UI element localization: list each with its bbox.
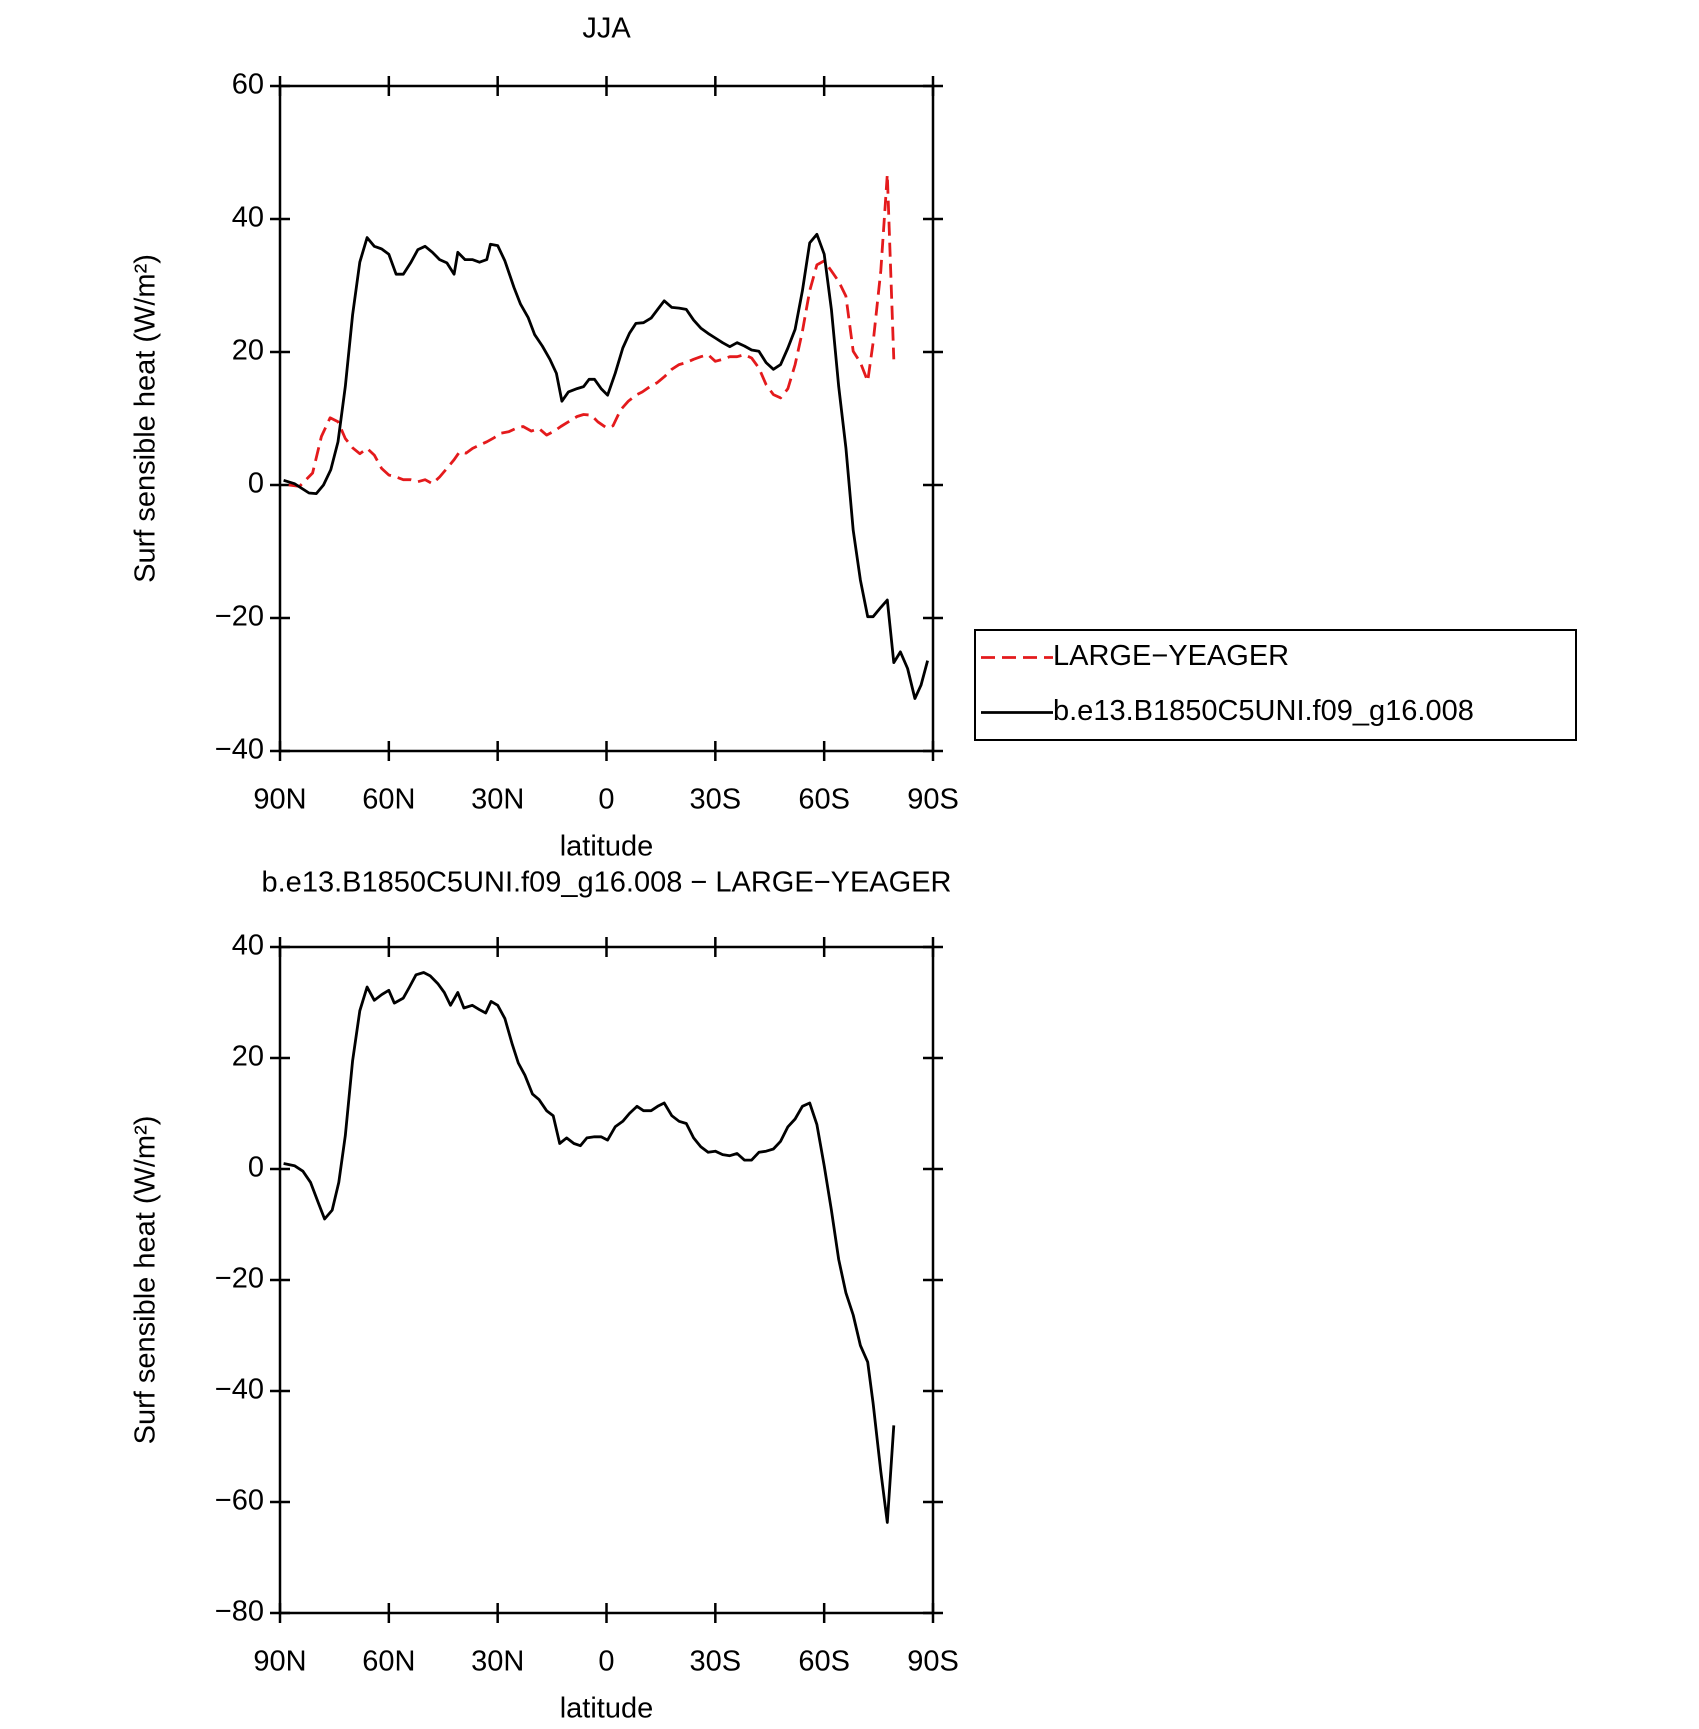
y-tick-label: 60 — [232, 69, 264, 101]
y-tick-label: 0 — [248, 468, 264, 500]
x-tick-label: 0 — [598, 1646, 614, 1678]
y-tick-label: −60 — [215, 1485, 264, 1517]
x-tick-label: 90S — [907, 1646, 959, 1678]
plot-frame — [278, 84, 935, 753]
x-tick-label: 30S — [690, 784, 742, 816]
y-tick-label: 20 — [232, 335, 264, 367]
chart-title: b.e13.B1850C5UNI.f09_g16.008 − LARGE−YEA… — [262, 867, 952, 899]
x-tick-label: 0 — [598, 784, 614, 816]
data-line — [283, 232, 929, 700]
y-tick-label: 0 — [248, 1152, 264, 1184]
y-tick-label: −20 — [215, 601, 264, 633]
x-tick-label: 30S — [690, 1646, 742, 1678]
plot-frame — [278, 945, 935, 1615]
chart-title: JJA — [582, 13, 631, 45]
data-line — [288, 173, 896, 488]
y-tick-label: −20 — [215, 1263, 264, 1295]
x-tick-label: 90N — [253, 784, 306, 816]
x-tick-label: 60N — [362, 1646, 415, 1678]
y-tick-label: −40 — [215, 1374, 264, 1406]
data-line — [283, 971, 896, 1524]
x-axis-label: latitude — [560, 1693, 654, 1724]
x-axis-label: latitude — [560, 831, 654, 863]
x-tick-label: 90S — [907, 784, 959, 816]
x-tick-label: 60N — [362, 784, 415, 816]
x-tick-label: 30N — [471, 1646, 524, 1678]
x-tick-label: 30N — [471, 784, 524, 816]
legend-box — [974, 629, 1577, 741]
y-tick-label: −80 — [215, 1596, 264, 1628]
y-tick-label: −40 — [215, 734, 264, 766]
y-tick-label: 40 — [232, 202, 264, 234]
y-axis-label: Surf sensible heat (W/m²) — [130, 1116, 162, 1445]
y-tick-label: 40 — [232, 930, 264, 962]
legend-label: LARGE−YEAGER — [1053, 640, 1289, 672]
x-tick-label: 90N — [253, 1646, 306, 1678]
legend-label: b.e13.B1850C5UNI.f09_g16.008 — [1053, 695, 1474, 727]
x-tick-label: 60S — [798, 784, 850, 816]
y-axis-label: Surf sensible heat (W/m²) — [130, 254, 162, 583]
y-tick-label: 20 — [232, 1041, 264, 1073]
x-tick-label: 60S — [798, 1646, 850, 1678]
